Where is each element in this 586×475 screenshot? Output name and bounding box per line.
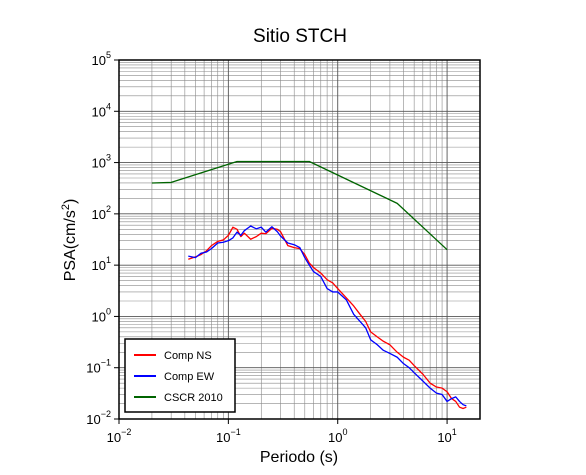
x-tick-base: 10 [107, 430, 121, 445]
y-tick-exp: 0 [106, 306, 111, 316]
y-tick-base: 10 [92, 53, 106, 68]
y-tick-exp: 3 [106, 153, 111, 163]
y-tick-label: 101 [92, 255, 111, 273]
x-axis-ticks: 10−2 10−1 100 101 [107, 419, 457, 445]
legend-label: CSCR 2010 [164, 392, 223, 404]
x-tick-label: 10−1 [216, 427, 241, 445]
y-tick-base: 10 [92, 207, 106, 222]
x-tick-label: 10−2 [107, 427, 132, 445]
y-tick-label: 100 [92, 306, 111, 324]
y-tick-label: 10−2 [86, 409, 111, 427]
y-axis-label: PSA(cm/s2) [60, 199, 79, 282]
y-tick-base: 10 [92, 104, 106, 119]
y-tick-exp: 4 [106, 101, 111, 111]
x-tick-base: 10 [437, 430, 451, 445]
x-tick-exp: −1 [230, 427, 240, 437]
y-tick-base: 10 [92, 156, 106, 171]
plot-frame [118, 59, 481, 420]
chart-title: Sitio STCH [253, 26, 347, 47]
y-tick-exp: −2 [101, 409, 111, 419]
y-axis-label-base: PSA(cm/s [62, 210, 79, 281]
y-tick-base: 10 [86, 412, 100, 427]
y-tick-label: 104 [92, 101, 111, 119]
x-tick-base: 10 [216, 430, 230, 445]
series-line-cscr-2010 [151, 160, 448, 251]
x-tick-exp: 0 [342, 427, 347, 437]
y-tick-base: 10 [92, 258, 106, 273]
series-layer [151, 160, 467, 410]
x-tick-base: 10 [328, 430, 342, 445]
legend: Comp NS Comp EW CSCR 2010 [124, 338, 236, 413]
x-axis-label: Periodo (s) [260, 449, 338, 466]
y-axis-label-close: ) [62, 199, 79, 204]
series-line-comp-ew [188, 225, 467, 407]
y-tick-label: 105 [92, 50, 111, 68]
y-tick-base: 10 [86, 361, 100, 376]
y-tick-exp: 1 [106, 255, 111, 265]
y-tick-exp: 2 [106, 204, 111, 214]
x-tick-exp: 1 [452, 427, 457, 437]
x-tick-label: 100 [328, 427, 347, 445]
y-tick-base: 10 [92, 309, 106, 324]
y-tick-label: 10−1 [86, 358, 111, 376]
series-line-comp-ns [188, 226, 467, 410]
y-tick-exp: 5 [106, 50, 111, 60]
legend-label: Comp EW [164, 371, 215, 383]
minor-gridlines [119, 60, 481, 419]
legend-label: Comp NS [164, 350, 212, 362]
y-tick-label: 103 [92, 153, 111, 171]
y-tick-exp: −1 [101, 358, 111, 368]
x-tick-label: 101 [437, 427, 456, 445]
x-tick-exp: −2 [121, 427, 131, 437]
y-axis-label-exp: 2 [60, 204, 72, 210]
y-tick-label: 102 [92, 204, 111, 222]
